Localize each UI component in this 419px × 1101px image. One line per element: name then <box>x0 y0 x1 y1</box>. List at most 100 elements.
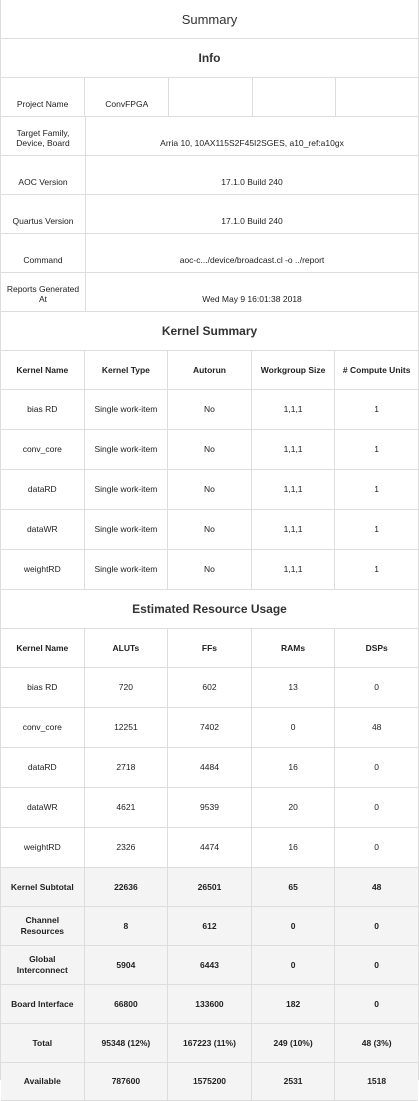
info-row: Quartus Version 17.1.0 Build 240 <box>1 195 418 234</box>
table-row-cell: weightRD <box>23 842 61 853</box>
table-header-cell: Workgroup Size <box>250 351 335 389</box>
summary-row-cell: 133600 <box>167 985 251 1023</box>
info-label: AOC Version <box>18 177 68 188</box>
table-row-cell: 4474 <box>167 828 251 867</box>
table-row-cell: 12251 <box>83 708 168 747</box>
summary-row-cell: 167223 (11%) <box>167 1024 251 1062</box>
table-row: dataWR 4621 9539 20 0 <box>1 788 418 828</box>
table-header: Kernel Name Kernel Type Autorun Workgroup S… <box>1 351 418 390</box>
summary-row-cell: 249 (10%) <box>250 1024 335 1062</box>
summary-row-cell: 48 (3%) <box>334 1024 418 1062</box>
summary-row-cell: Total <box>32 1037 53 1048</box>
table-row: conv_core Single work-item No 1,1,1 1 <box>1 430 418 470</box>
info-row: AOC Version 17.1.0 Build 240 <box>1 156 418 195</box>
table-row-cell: 4621 <box>83 788 168 827</box>
table-header-cell: ALUTs <box>83 629 168 667</box>
table-row-cell: 1 <box>334 430 418 469</box>
summary-row-cell: 0 <box>334 907 418 945</box>
summary-row-cell: 0 <box>250 946 335 984</box>
table-row-cell: dataRD <box>27 762 57 773</box>
table-row-cell: 48 <box>334 708 418 747</box>
table-row-cell: 1 <box>334 510 418 549</box>
table-row-cell: No <box>167 470 251 509</box>
summary-row-cell: 0 <box>334 985 418 1023</box>
summary-row-cell: 26501 <box>167 868 251 906</box>
summary-row: Kernel Subtotal 22636 26501 65 48 <box>1 868 418 907</box>
summary-row: Total 95348 (12%) 167223 (11%) 249 (10%) 48 … <box>1 1024 418 1063</box>
summary-row-cell: 0 <box>334 946 418 984</box>
table-row: dataRD Single work-item No 1,1,1 1 <box>1 470 418 510</box>
table-header-cell: Kernel Type <box>83 351 168 389</box>
table-header-cell: Kernel Name <box>16 364 69 375</box>
table-row-cell: 0 <box>250 708 335 747</box>
info-label: Project Name <box>16 99 69 110</box>
table-row: bias RD 720 602 13 0 <box>1 668 418 708</box>
table-row-cell: 1,1,1 <box>250 510 335 549</box>
table-header-cell: DSPs <box>334 629 418 667</box>
table-row-cell: 720 <box>83 668 168 707</box>
table-row-cell: Single work-item <box>83 390 168 429</box>
table-header-cell: FFs <box>167 629 251 667</box>
table-row: weightRD 2326 4474 16 0 <box>1 828 418 868</box>
info-value: ConvFPGA <box>84 78 168 116</box>
summary-row-cell: 5904 <box>83 946 168 984</box>
table-row-cell: 0 <box>334 828 418 867</box>
table-row-cell: conv_core <box>22 722 62 733</box>
summary-row-cell: Kernel Subtotal <box>10 881 74 892</box>
table-row-cell: 0 <box>334 748 418 787</box>
info-empty-cell <box>334 78 418 116</box>
table-header-cell: Autorun <box>167 351 251 389</box>
table-row-cell: 1 <box>334 550 418 589</box>
table-row-cell: Single work-item <box>83 510 168 549</box>
summary-row-cell: Global Interconnect <box>16 954 68 975</box>
table-row-cell: dataWR <box>26 802 58 813</box>
table-header-cell: RAMs <box>250 629 335 667</box>
table-row-cell: weightRD <box>23 564 61 575</box>
summary-row-cell: 6443 <box>167 946 251 984</box>
table-row: conv_core 12251 7402 0 48 <box>1 708 418 748</box>
summary-row: Available 787600 1575200 2531 1518 <box>1 1063 418 1101</box>
summary-row-cell: 8 <box>83 907 168 945</box>
table-row-cell: 1,1,1 <box>250 470 335 509</box>
table-row-cell: dataWR <box>26 524 58 535</box>
info-row: Target Family, Device, Board Arria 10, 1… <box>1 117 418 156</box>
table-row-cell: No <box>167 510 251 549</box>
summary-row: Global Interconnect 5904 6443 0 0 <box>1 946 418 985</box>
table-row-cell: 9539 <box>167 788 251 827</box>
table-row-cell: dataRD <box>27 484 57 495</box>
summary-row-cell: 48 <box>334 868 418 906</box>
table-row-cell: 1 <box>334 470 418 509</box>
table-row-cell: 1 <box>334 390 418 429</box>
table-row-cell: Single work-item <box>83 550 168 589</box>
table-row-cell: 2718 <box>83 748 168 787</box>
table-row: dataWR Single work-item No 1,1,1 1 <box>1 510 418 550</box>
table-row-cell: 16 <box>250 748 335 787</box>
info-value: Arria 10, 10AX115S2F45I2SGES, a10_ref:a1… <box>85 117 418 155</box>
summary-row-cell: 2531 <box>250 1063 335 1100</box>
info-row: Reports Generated At Wed May 9 16:01:38 … <box>1 273 418 312</box>
table-row-cell: 2326 <box>83 828 168 867</box>
info-value: aoc-c.../device/broadcast.cl -o ../repor… <box>85 234 418 272</box>
info-label: Reports Generated At <box>6 283 80 305</box>
table-row-cell: Single work-item <box>83 430 168 469</box>
table-header: Kernel Name ALUTs FFs RAMs DSPs <box>1 629 418 668</box>
info-label: Target Family, Device, Board <box>16 127 70 149</box>
info-row: Command aoc-c.../device/broadcast.cl -o … <box>1 234 418 273</box>
table-row-cell: 7402 <box>167 708 251 747</box>
table-row-cell: No <box>167 550 251 589</box>
kernel-summary-heading: Kernel Summary <box>1 312 418 351</box>
resource-usage-table: Kernel Name ALUTs FFs RAMs DSPs bias RD 720 602… <box>1 629 418 1101</box>
info-value: 17.1.0 Build 240 <box>85 156 418 194</box>
table-row-cell: 602 <box>167 668 251 707</box>
summary-row-cell: 1575200 <box>167 1063 251 1100</box>
table-row: weightRD Single work-item No 1,1,1 1 <box>1 550 418 590</box>
table-row-cell: bias RD <box>27 404 58 415</box>
kernel-summary-table: Kernel Name Kernel Type Autorun Workgroup S… <box>1 351 418 590</box>
summary-row-cell: Available <box>23 1076 61 1087</box>
info-table: Project Name ConvFPGA Target Family, Dev… <box>1 78 418 312</box>
table-row-cell: 13 <box>250 668 335 707</box>
table-row-cell: 20 <box>250 788 335 827</box>
summary-row-cell: 0 <box>250 907 335 945</box>
info-row: Project Name ConvFPGA <box>1 78 418 117</box>
